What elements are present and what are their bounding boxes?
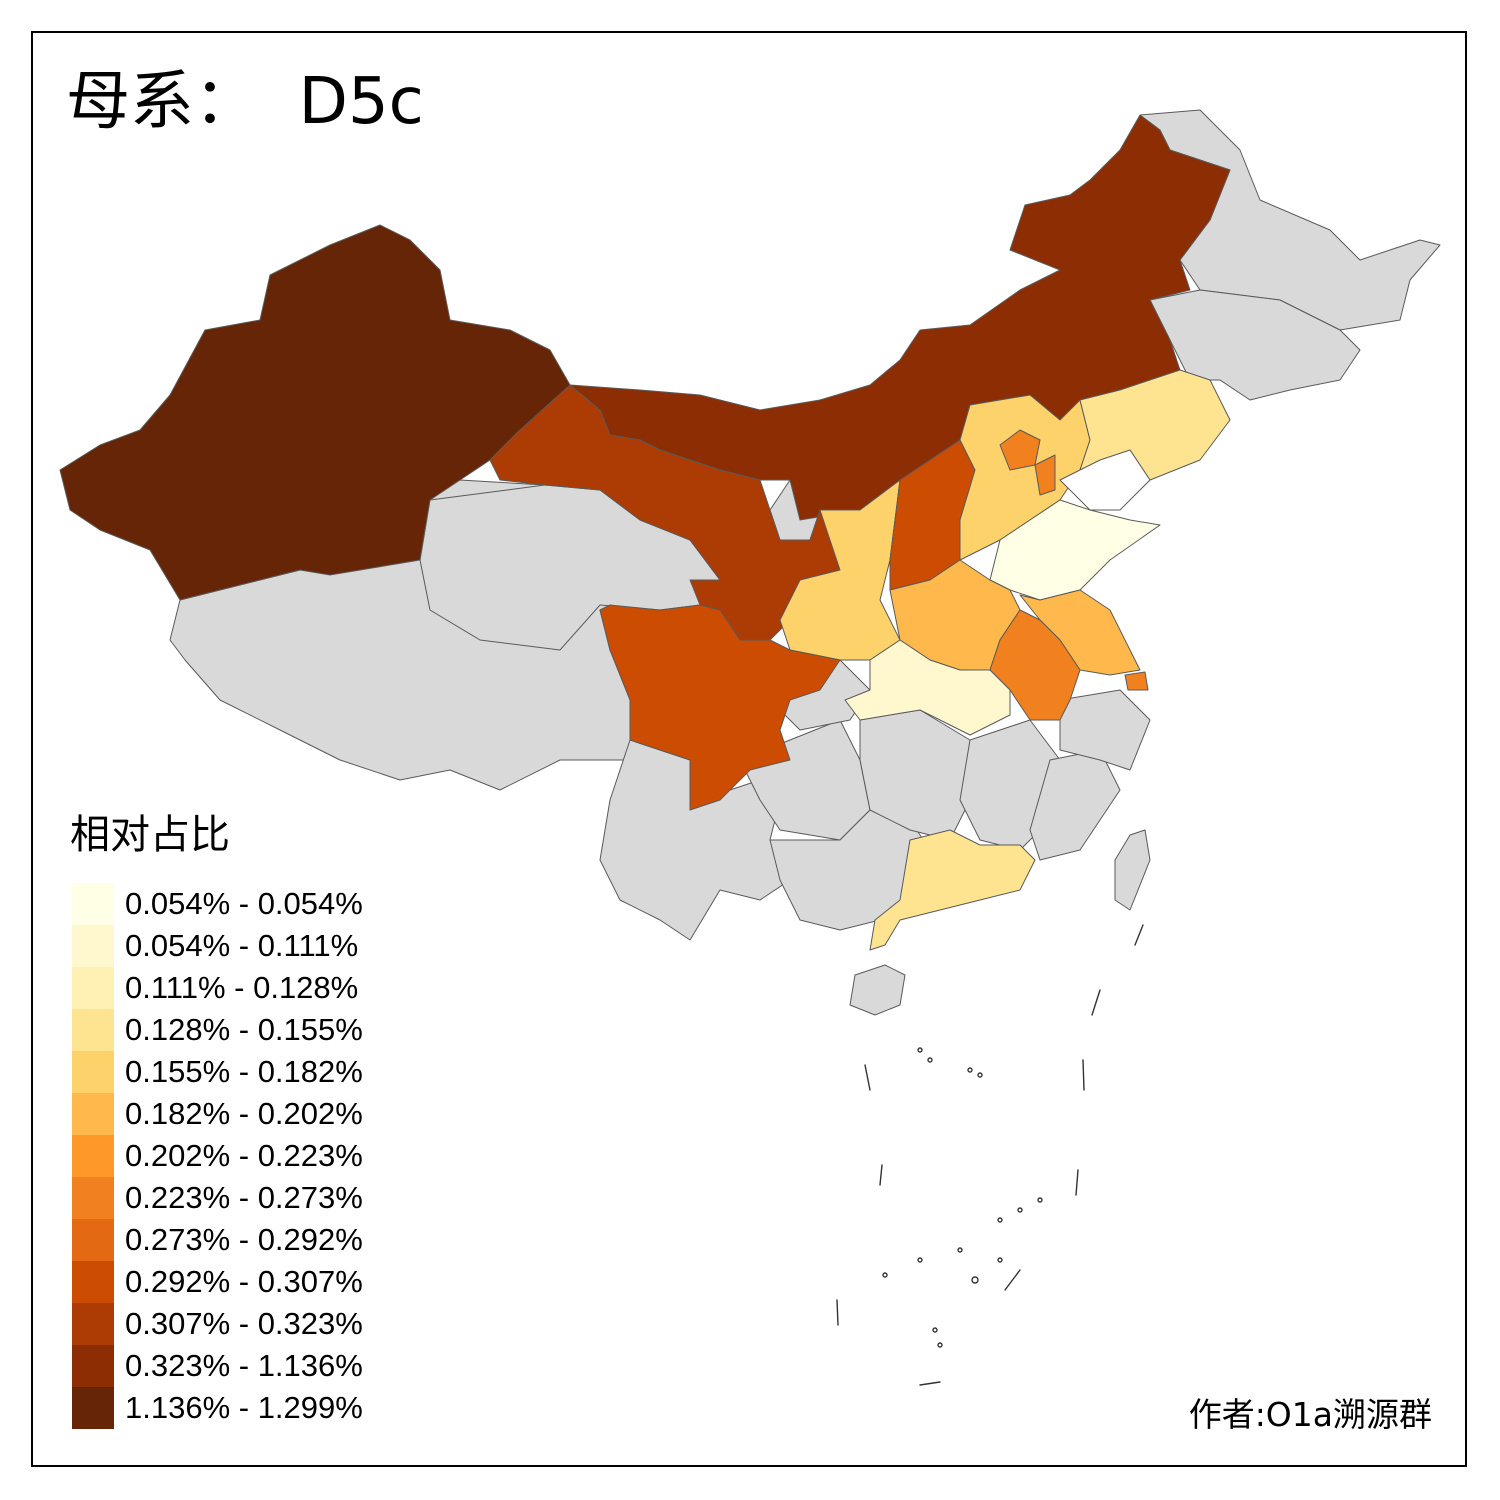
legend-label: 1.136% - 1.299%	[125, 1390, 363, 1425]
legend-swatch	[72, 925, 114, 967]
map-title: 母系： D5c	[66, 65, 424, 139]
legend-label: 0.307% - 0.323%	[125, 1306, 363, 1341]
map-frame	[31, 31, 1467, 1467]
legend-swatch	[72, 1261, 114, 1303]
legend-swatch	[72, 1177, 114, 1219]
legend-swatch	[72, 1093, 114, 1135]
legend-swatch	[72, 1387, 114, 1429]
legend-label: 0.054% - 0.111%	[125, 928, 359, 963]
legend-label: 0.182% - 0.202%	[125, 1096, 363, 1131]
legend-label: 0.292% - 0.307%	[125, 1264, 363, 1299]
legend-label: 0.223% - 0.273%	[125, 1180, 363, 1215]
legend-swatch	[72, 1135, 114, 1177]
region-guangdong	[869, 829, 1036, 951]
legend-label: 0.128% - 0.155%	[125, 1012, 363, 1047]
region-sichuan	[599, 604, 841, 811]
region-taiwan	[1114, 829, 1151, 911]
region-beijing	[999, 429, 1041, 471]
region-hainan	[849, 964, 906, 1016]
region-liaoning	[1079, 369, 1231, 481]
legend-label: 0.273% - 0.292%	[125, 1222, 363, 1257]
legend-swatch	[72, 883, 114, 925]
legend-label: 0.111% - 0.128%	[125, 970, 359, 1005]
south-china-sea-islands	[836, 924, 1144, 1386]
legend-swatch	[72, 967, 114, 1009]
legend-label: 0.155% - 0.182%	[125, 1054, 363, 1089]
author-credit: 作者:O1a溯源群	[1188, 1395, 1432, 1434]
region-shanghai	[1124, 671, 1149, 691]
legend-swatch	[72, 1009, 114, 1051]
legend-label: 0.202% - 0.223%	[125, 1138, 363, 1173]
region-zhejiang	[1059, 689, 1151, 771]
legend-swatch	[72, 1219, 114, 1261]
region-hubei	[844, 639, 1011, 736]
legend-title: 相对占比	[70, 812, 230, 858]
legend-swatch	[72, 1345, 114, 1387]
data-regions	[59, 114, 1231, 951]
region-tianjin	[1034, 454, 1056, 496]
legend-label: 0.054% - 0.054%	[125, 886, 363, 921]
region-inner-mongolia	[569, 114, 1231, 521]
legend-label: 0.323% - 1.136%	[125, 1348, 363, 1383]
bohai-sea	[1059, 449, 1151, 511]
legend-swatch	[72, 1303, 114, 1345]
legend-swatch	[72, 1051, 114, 1093]
